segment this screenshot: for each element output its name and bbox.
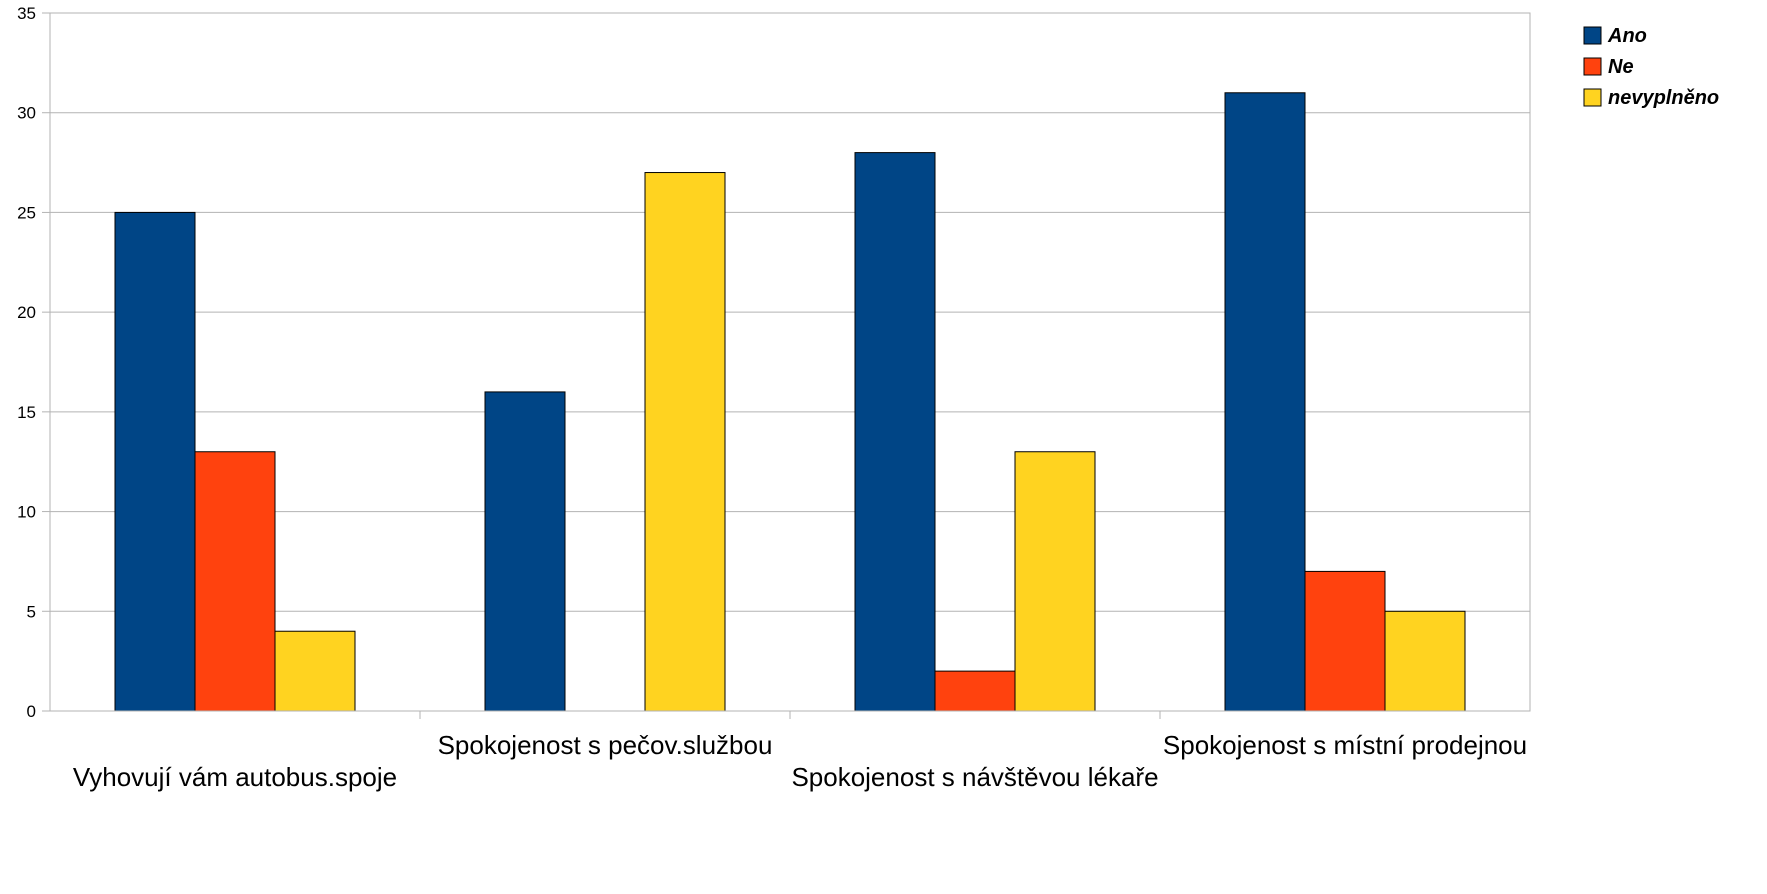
bar-nevypln-no <box>644 172 726 712</box>
bar-ano <box>1224 92 1306 712</box>
bar-nevypln-no <box>1014 451 1096 712</box>
bar-ne <box>194 451 276 712</box>
legend-item: Ne <box>1583 56 1634 78</box>
y-tick-label: 30 <box>17 104 36 123</box>
x-category-label: Spokojenost s místní prodejnou <box>1163 730 1527 760</box>
y-tick-label: 20 <box>17 303 36 322</box>
x-category-label: Vyhovují vám autobus.spoje <box>73 762 397 792</box>
bar-ano <box>114 211 196 712</box>
bar-nevypln-no <box>1384 610 1466 712</box>
y-axis-ticks: 0 5 10 15 20 25 30 35 <box>17 4 50 721</box>
legend-swatch <box>1583 57 1602 76</box>
legend-swatch <box>1583 88 1602 107</box>
legend: Ano Ne nevyplněno <box>1583 25 1719 109</box>
x-axis-ticks <box>419 711 1161 719</box>
legend-item: nevyplněno <box>1583 87 1719 109</box>
legend-swatch <box>1583 26 1602 45</box>
bars <box>114 92 1466 712</box>
bar-nevypln-no <box>274 630 356 712</box>
bar-ne <box>934 670 1016 712</box>
bar-ne <box>1304 570 1386 712</box>
legend-item: Ano <box>1583 25 1647 47</box>
y-tick-label: 35 <box>17 4 36 23</box>
legend-label: Ne <box>1608 56 1634 78</box>
y-tick-label: 15 <box>17 403 36 422</box>
grid-lines <box>50 12 1530 712</box>
y-tick-label: 25 <box>17 203 36 222</box>
y-tick-label: 10 <box>17 503 36 522</box>
legend-label: Ano <box>1607 25 1647 47</box>
y-tick-label: 0 <box>27 702 36 721</box>
legend-label: nevyplněno <box>1608 87 1719 109</box>
x-axis-category-labels: Vyhovují vám autobus.spoje Spokojenost s … <box>73 730 1527 792</box>
bar-ano <box>854 152 936 712</box>
bar-ano <box>484 391 566 712</box>
x-category-label: Spokojenost s návštěvou lékaře <box>791 762 1158 792</box>
x-category-label: Spokojenost s pečov.službou <box>438 730 773 760</box>
y-tick-label: 5 <box>27 602 36 621</box>
